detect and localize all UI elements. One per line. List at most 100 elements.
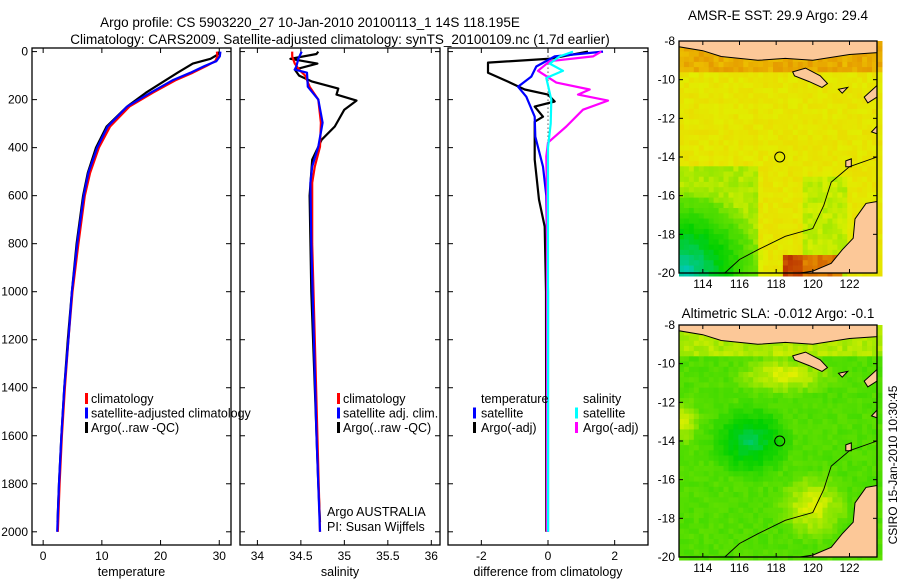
heatmap-cell: [758, 486, 764, 493]
heatmap-cell: [802, 145, 809, 152]
heatmap-cell: [773, 129, 779, 136]
heatmap-cell: [857, 481, 863, 488]
heatmap-cell: [857, 398, 863, 404]
heatmap-cell: [679, 366, 685, 373]
heatmap-cell: [693, 340, 700, 347]
heatmap-cell: [797, 403, 804, 410]
heatmap-cell: [708, 213, 715, 220]
heatmap-cell: [748, 187, 754, 193]
heatmap-cell: [728, 392, 734, 399]
heatmap-cell: [748, 93, 754, 99]
heatmap-cell: [832, 181, 838, 188]
heatmap-cell: [832, 124, 838, 131]
heatmap-cell: [758, 424, 764, 430]
heatmap-cell: [872, 408, 878, 415]
heatmap-cell: [758, 234, 764, 240]
heatmap-cell: [802, 518, 809, 524]
heatmap-cell: [693, 234, 700, 240]
heatmap-cell: [753, 93, 759, 99]
heatmap-cell: [733, 161, 739, 167]
heatmap-cell: [768, 239, 774, 246]
heatmap-cell: [723, 161, 729, 167]
heatmap-cell: [703, 549, 710, 556]
heatmap-cell: [728, 387, 734, 394]
heatmap-cell: [787, 471, 794, 477]
heatmap-cell: [758, 450, 764, 457]
heatmap-cell: [763, 377, 769, 383]
heatmap-cell: [723, 424, 729, 430]
heatmap-cell: [817, 197, 824, 204]
heatmap-cell: [768, 549, 774, 556]
heatmap-cell: [787, 528, 794, 535]
heatmap-cell: [778, 145, 784, 152]
heatmap-cell: [743, 372, 749, 378]
heatmap-cell: [807, 366, 814, 373]
x-tick-label: 0: [40, 549, 47, 563]
heatmap-cell: [837, 377, 843, 383]
heatmap-cell: [812, 372, 819, 378]
heatmap-cell: [753, 372, 759, 378]
heatmap-cell: [867, 166, 873, 173]
heatmap-cell: [773, 512, 779, 519]
heatmap-cell: [713, 356, 720, 363]
heatmap-cell: [812, 67, 819, 73]
heatmap-cell: [718, 124, 725, 131]
heatmap-cell: [778, 98, 784, 105]
legend-group-header: salinity: [583, 392, 622, 406]
heatmap-cell: [768, 166, 774, 173]
heatmap-cell: [867, 413, 873, 420]
heatmap-cell: [718, 450, 725, 457]
heatmap-cell: [679, 93, 685, 99]
heatmap-cell: [743, 255, 749, 261]
heatmap-cell: [857, 413, 863, 420]
heatmap-cell: [812, 481, 819, 488]
heatmap-cell: [748, 213, 754, 220]
heatmap-cell: [708, 51, 715, 58]
heatmap-cell: [877, 56, 883, 63]
heatmap-cell: [753, 98, 759, 105]
heatmap-cell: [718, 403, 725, 410]
heatmap-cell: [679, 213, 685, 220]
heatmap-cell: [723, 445, 729, 451]
heatmap-cell: [847, 387, 853, 394]
heatmap-cell: [683, 424, 690, 430]
heatmap-cell: [862, 403, 868, 410]
heatmap-cell: [827, 56, 833, 63]
heatmap-cell: [758, 93, 764, 99]
heatmap-cell: [723, 486, 729, 493]
heatmap-cell: [743, 265, 749, 272]
heatmap-cell: [683, 366, 690, 373]
heatmap-cell: [758, 403, 764, 410]
legend-label: satellite: [481, 407, 523, 421]
heatmap-cell: [753, 72, 759, 79]
heatmap-cell: [778, 77, 784, 84]
heatmap-cell: [708, 265, 715, 272]
heatmap-cell: [872, 171, 878, 178]
heatmap-cell: [832, 171, 838, 178]
heatmap-cell: [832, 192, 838, 199]
heatmap-cell: [723, 135, 729, 141]
heatmap-cell: [683, 145, 690, 152]
heatmap-cell: [763, 103, 769, 110]
heatmap-cell: [748, 539, 754, 545]
heatmap-cell: [733, 82, 739, 89]
heatmap-cell: [743, 518, 749, 524]
heatmap-cell: [827, 497, 833, 504]
heatmap-cell: [822, 103, 828, 110]
heatmap-cell: [763, 476, 769, 483]
heatmap-cell: [768, 161, 774, 167]
heatmap-cell: [733, 187, 739, 193]
heatmap-cell: [703, 51, 710, 58]
heatmap-cell: [679, 539, 685, 545]
heatmap-cell: [862, 366, 868, 373]
heatmap-cell: [797, 533, 804, 540]
heatmap-cell: [857, 129, 863, 136]
heatmap-cell: [763, 197, 769, 204]
heatmap-cell: [872, 392, 878, 399]
lon-tick-label: 114: [693, 561, 712, 575]
heatmap-cell: [822, 124, 828, 131]
heatmap-cell: [812, 387, 819, 394]
heatmap-cell: [748, 197, 754, 204]
heatmap-cell: [718, 166, 725, 173]
heatmap-cell: [753, 476, 759, 483]
